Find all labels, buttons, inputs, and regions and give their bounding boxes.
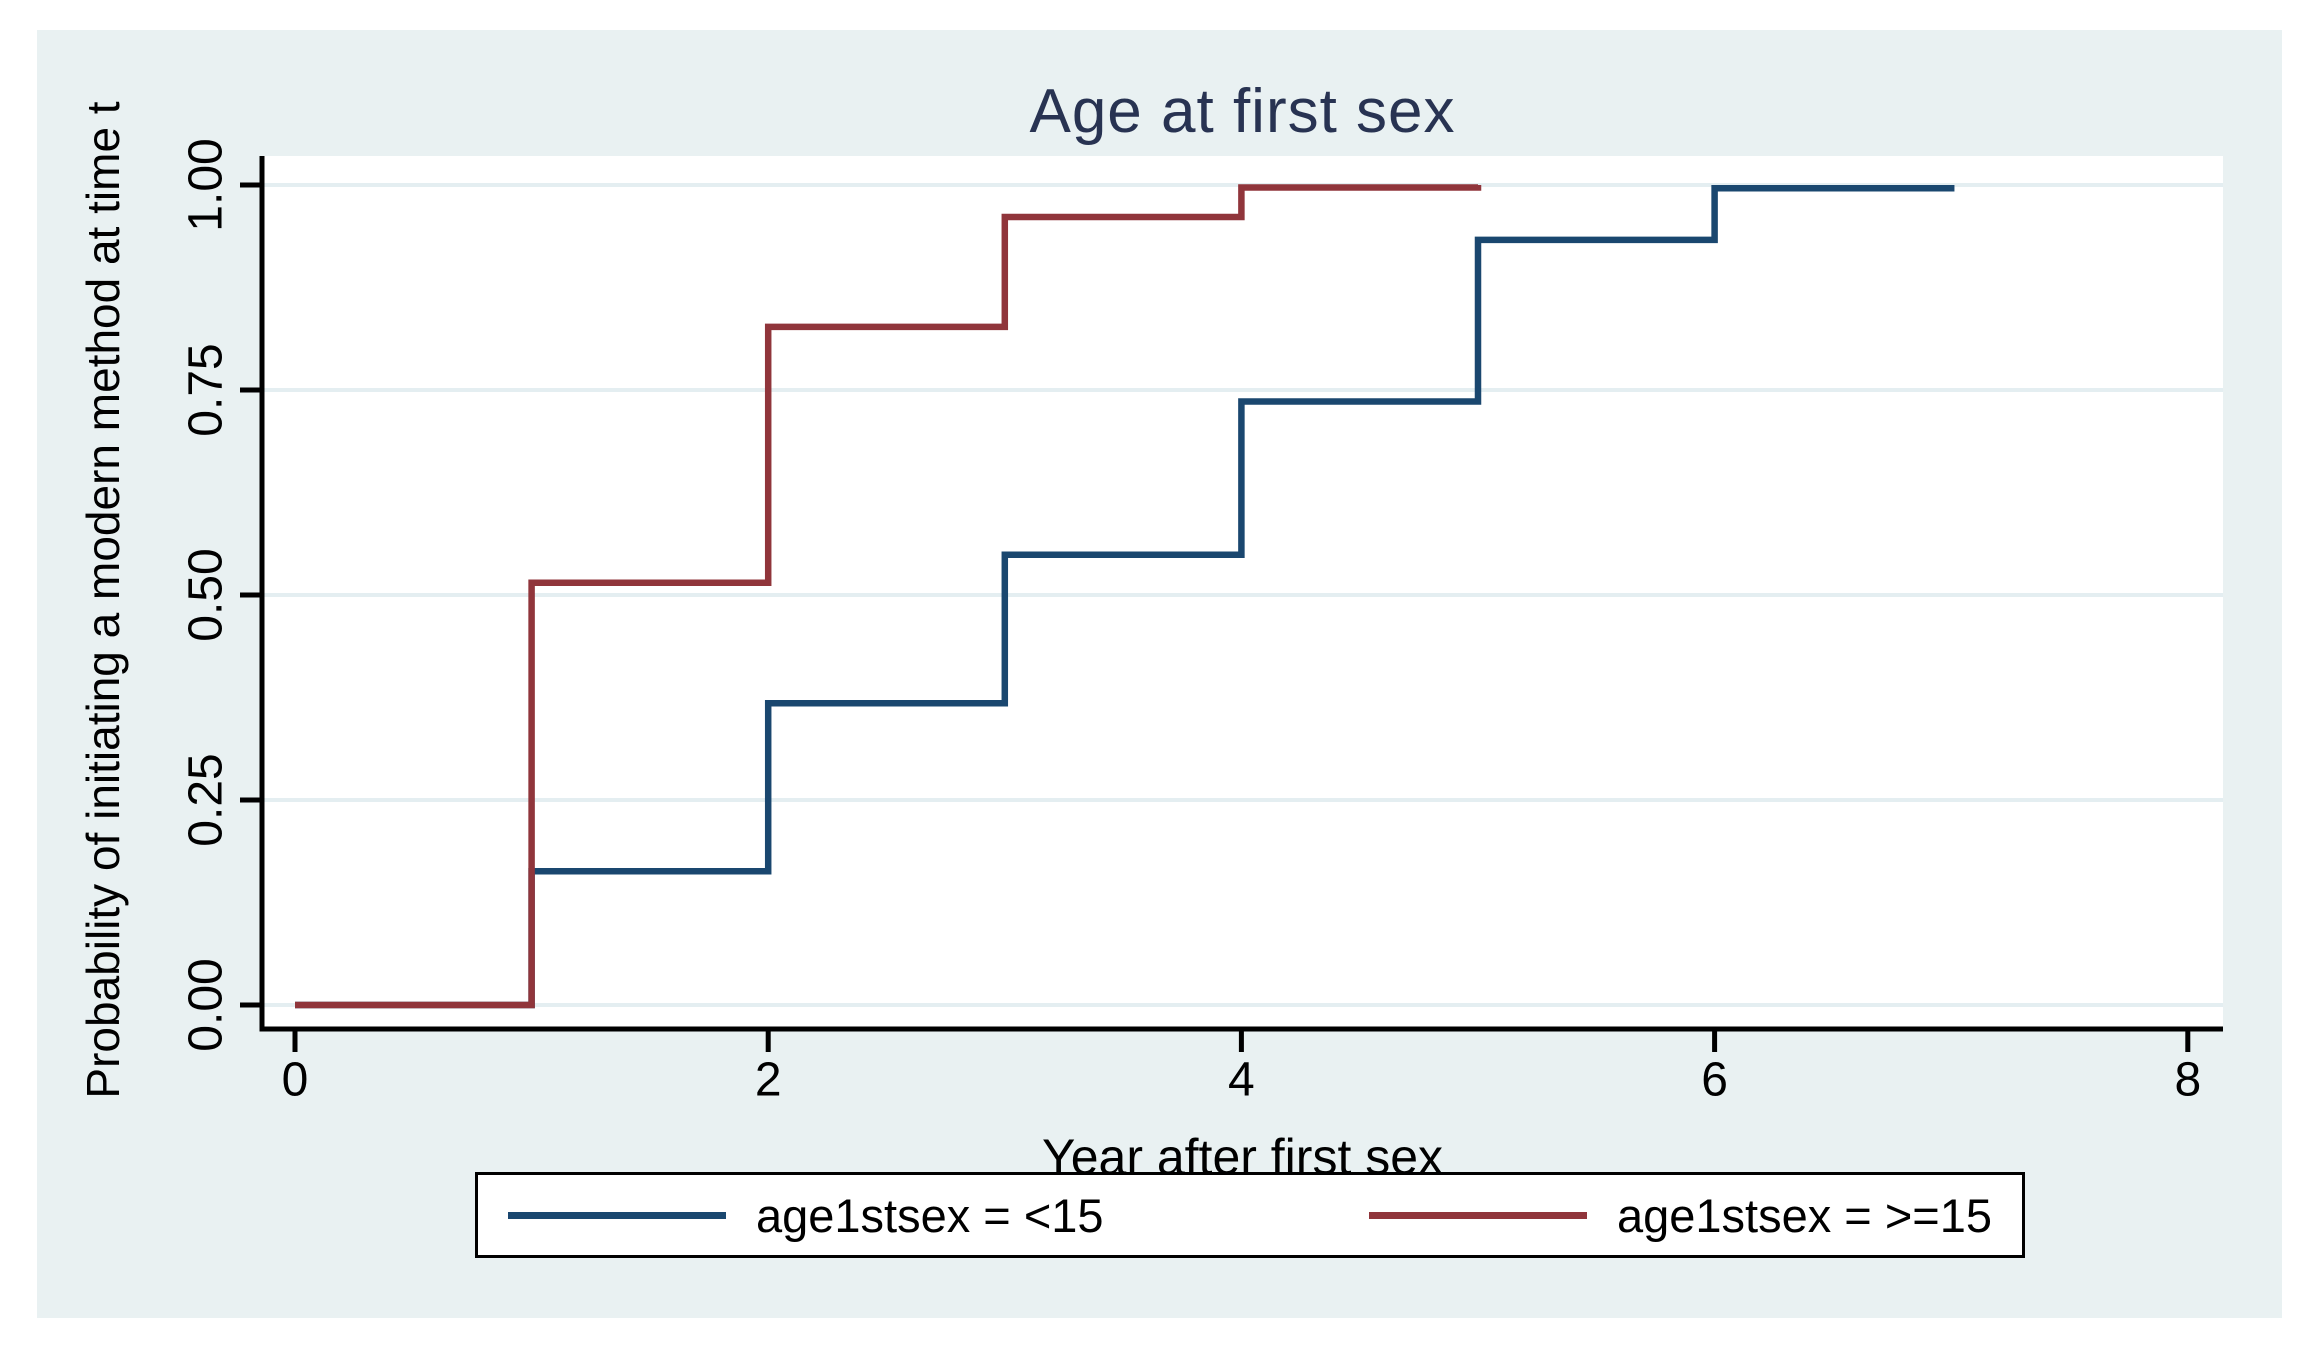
x-tick-label: 8 [2174, 1053, 2202, 1107]
legend-item-gte15: age1stsex = >=15 [1369, 1188, 1992, 1243]
legend-item-lt15: age1stsex = <15 [508, 1188, 1104, 1243]
x-tick-label: 0 [281, 1053, 309, 1107]
y-tick-label: 0.50 [179, 548, 233, 642]
legend-label-gte15: age1stsex = >=15 [1617, 1188, 1992, 1242]
x-tick-label: 2 [754, 1053, 782, 1107]
legend: age1stsex = <15 age1stsex = >=15 [475, 1172, 2025, 1258]
plot-area [262, 156, 2223, 1029]
legend-line-sample-lt15 [508, 1211, 726, 1219]
legend-label-lt15: age1stsex = <15 [756, 1188, 1104, 1242]
y-axis-title: Probability of initiating a modern metho… [77, 101, 129, 1099]
axes [259, 156, 2223, 1032]
y-tick-label: 0.00 [179, 958, 233, 1052]
y-tick-label: 1.00 [179, 138, 233, 232]
survival-curve-1 [295, 184, 1482, 1009]
chart-title: Age at first sex [1029, 77, 1456, 146]
survival-curve-0 [295, 185, 1955, 1009]
legend-line-sample-gte15 [1369, 1211, 1587, 1219]
y-tick-label: 0.25 [179, 753, 233, 847]
y-tick-label: 0.75 [179, 343, 233, 437]
x-tick-label: 6 [1701, 1053, 1728, 1107]
x-tick-label: 4 [1228, 1053, 1255, 1107]
